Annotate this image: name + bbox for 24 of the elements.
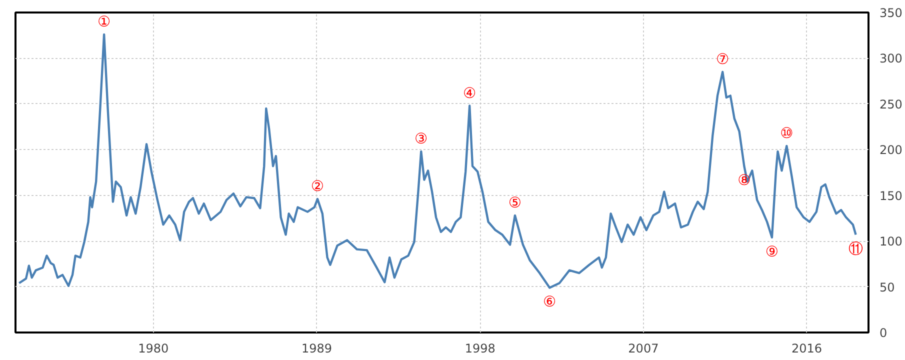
y-tick-label: 50	[880, 280, 895, 294]
annotation: ③	[414, 130, 428, 148]
x-tick-label: 2016	[792, 342, 822, 356]
annotation: ②	[310, 178, 324, 196]
x-tick-label: 1998	[464, 342, 496, 356]
y-tick-label: 300	[880, 52, 902, 66]
y-tick-label: 150	[880, 188, 902, 203]
y-tick-label: 100	[880, 234, 902, 249]
x-tick-label: 2007	[628, 342, 659, 356]
annotation: ⑦	[716, 50, 730, 68]
x-tick-label: 1989	[302, 342, 332, 356]
annotation: ⑥	[543, 294, 556, 311]
annotation: ⑨	[765, 243, 779, 260]
y-tick-label: 0	[880, 326, 888, 340]
y-tick-label: 200	[880, 143, 902, 158]
y-tick-label: 250	[880, 97, 902, 112]
annotation: ①	[97, 13, 111, 30]
annotation: ⑩	[780, 124, 794, 142]
annotation: ⑪	[848, 240, 864, 258]
annotation: ④	[463, 84, 476, 102]
y-tick-label: 350	[880, 6, 902, 20]
x-tick-label: 1980	[138, 342, 169, 356]
annotation: ⑧	[738, 172, 751, 190]
annotation: ⑤	[508, 194, 522, 212]
